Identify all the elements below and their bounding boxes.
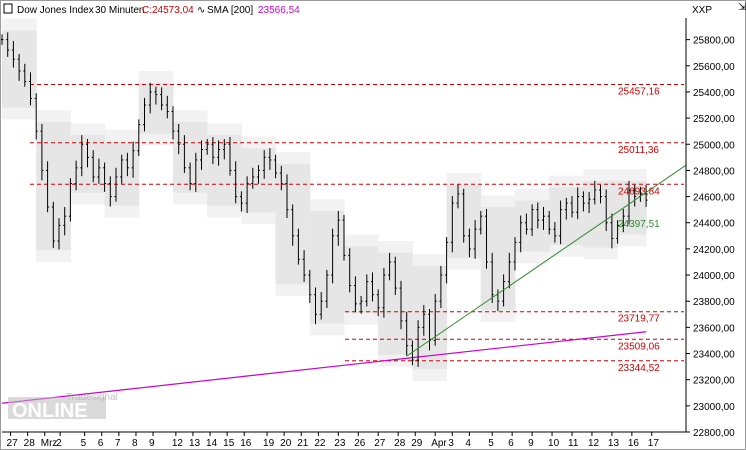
level-label: 23719,77 (618, 314, 660, 325)
x-tick-label: 5 (81, 438, 87, 449)
x-tick-label: 2 (56, 438, 62, 449)
y-tick-label: 25200,00 (693, 114, 735, 125)
y-tick-label: 24600,00 (693, 193, 735, 204)
trendline-group: 24397,51 (406, 164, 687, 357)
sma-label: SMA [200] (207, 5, 253, 16)
x-tick-label: 3 (448, 438, 454, 449)
x-tick-label: 4 (465, 438, 471, 449)
watermark-bg (8, 397, 106, 419)
support-trendline[interactable] (406, 164, 687, 357)
sma-series-line[interactable] (1, 331, 647, 404)
x-tick-label: 6 (508, 438, 514, 449)
y-tick-label: 22800,00 (693, 428, 735, 439)
watermark-product: ONLINE (12, 400, 88, 422)
price-series (0, 32, 648, 367)
x-tick-label: Apr (431, 438, 447, 449)
y-tick-label: 23800,00 (693, 297, 735, 308)
x-tick-label: 15 (223, 438, 235, 449)
x-tick-label: 28 (394, 438, 406, 449)
y-tick-label: 23400,00 (693, 350, 735, 361)
x-tick-label: 26 (354, 438, 366, 449)
x-tick-label: 5 (488, 438, 494, 449)
x-tick-label: 14 (206, 438, 218, 449)
y-tick-label: 25600,00 (693, 62, 735, 73)
y-tick-label: 25000,00 (693, 140, 735, 151)
y-tick-label: 25800,00 (693, 36, 735, 47)
level-label: 24693,84 (618, 186, 660, 197)
x-tick-label: 11 (568, 438, 579, 449)
sma-value: 23566,54 (258, 5, 300, 16)
instrument-icon (3, 3, 13, 14)
level-label: 25011,36 (618, 145, 659, 156)
x-tick-label: 12 (172, 438, 184, 449)
y-tick-label: 24000,00 (693, 271, 735, 282)
x-tick-label: Mrz (41, 438, 58, 449)
watermark-brand: Tradesignal (66, 392, 118, 403)
x-tick-label: 28 (24, 438, 36, 449)
x-tick-label: 12 (588, 438, 600, 449)
sma-line (1, 331, 647, 404)
y-tick-label: 23000,00 (693, 402, 735, 413)
x-tick-label: 9 (149, 438, 155, 449)
y-tick-label: 23200,00 (693, 376, 735, 387)
level-label: 23344,52 (618, 363, 660, 374)
x-tick-label: 7 (115, 438, 121, 449)
level-label: 23509,06 (618, 341, 660, 352)
y-tick-label: 24400,00 (693, 219, 735, 230)
wave-icon: ∿ (197, 5, 205, 16)
x-tick-label: 29 (411, 438, 423, 449)
x-tick-label: 16 (240, 438, 252, 449)
interval-label: 30 Minuten (95, 5, 144, 16)
resize-corner-icon[interactable]: ⇲ (738, 2, 746, 13)
x-tick-label: 6 (98, 438, 104, 449)
close-label: C:24573,04 (142, 5, 194, 16)
watermark: Tradesignal ONLINE (8, 392, 118, 422)
trendline-label: 24397,51 (618, 219, 660, 230)
x-tick-label: 27 (7, 438, 19, 449)
x-tick-label: 13 (608, 438, 620, 449)
x-tick-label: 17 (648, 438, 660, 449)
x-tick-label: 22 (314, 438, 326, 449)
x-tick-label: 10 (548, 438, 560, 449)
symbol-label: Dow Jones Index (17, 5, 94, 16)
exchange-label: XXP (692, 5, 712, 16)
x-tick-label: 21 (297, 438, 309, 449)
y-tick-label: 24800,00 (693, 166, 735, 177)
x-tick-label: 27 (374, 438, 386, 449)
x-tick-label: 23 (334, 438, 346, 449)
y-tick-label: 23600,00 (693, 323, 735, 334)
x-tick-label: 20 (280, 438, 292, 449)
y-tick-label: 24200,00 (693, 245, 735, 256)
chart-header: Dow Jones Index 30 Minuten C:24573,04 ∿ … (3, 2, 746, 16)
x-tick-label: 9 (528, 438, 534, 449)
level-label: 25457,16 (618, 86, 660, 97)
y-tick-label: 25400,00 (693, 88, 735, 99)
x-tick-label: 19 (263, 438, 275, 449)
volatility-bands (2, 18, 647, 381)
x-tick-label: 16 (628, 438, 640, 449)
x-tick-label: 13 (189, 438, 201, 449)
x-tick-label: 8 (132, 438, 138, 449)
